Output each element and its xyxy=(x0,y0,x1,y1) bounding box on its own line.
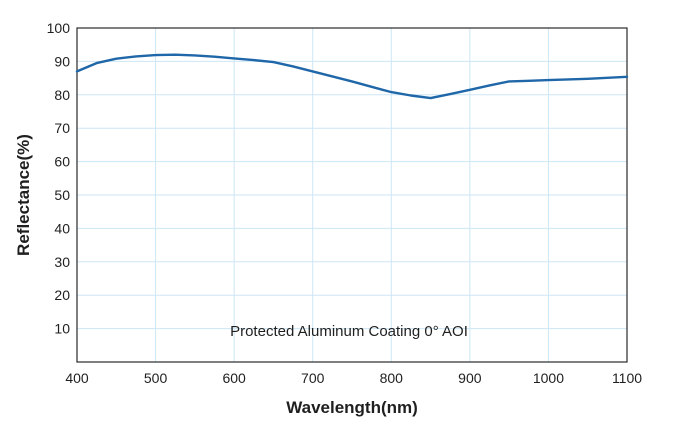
reflectance-series-line xyxy=(75,53,629,100)
x-tick-label: 500 xyxy=(144,370,168,386)
grid xyxy=(77,28,627,362)
x-tick-label: 900 xyxy=(458,370,482,386)
x-tick-label: 400 xyxy=(65,370,89,386)
y-tick-label: 40 xyxy=(54,220,70,236)
y-axis-ticks: 10 20 30 40 50 60 70 80 90 100 xyxy=(47,20,71,337)
x-tick-label: 800 xyxy=(380,370,404,386)
y-tick-label: 70 xyxy=(54,120,70,136)
y-tick-label: 30 xyxy=(54,254,70,270)
y-tick-label: 10 xyxy=(54,321,70,337)
y-tick-label: 20 xyxy=(54,287,70,303)
x-tick-label: 1100 xyxy=(612,370,642,386)
chart-annotation: Protected Aluminum Coating 0° AOI xyxy=(230,323,468,340)
y-tick-label: 80 xyxy=(54,87,70,103)
y-tick-label: 50 xyxy=(54,187,70,203)
x-tick-label: 1000 xyxy=(533,370,564,386)
y-axis-title: Reflectance(%) xyxy=(14,134,33,256)
x-axis-title: Wavelength(nm) xyxy=(286,398,418,417)
x-tick-label: 600 xyxy=(222,370,246,386)
x-axis-ticks: 400 500 600 700 800 900 1000 1100 xyxy=(65,370,642,386)
y-tick-label: 90 xyxy=(54,53,70,69)
plot-frame xyxy=(76,27,628,363)
x-tick-label: 700 xyxy=(301,370,325,386)
series-layer xyxy=(75,53,629,100)
y-tick-label: 100 xyxy=(47,20,71,36)
y-tick-label: 60 xyxy=(54,154,70,170)
